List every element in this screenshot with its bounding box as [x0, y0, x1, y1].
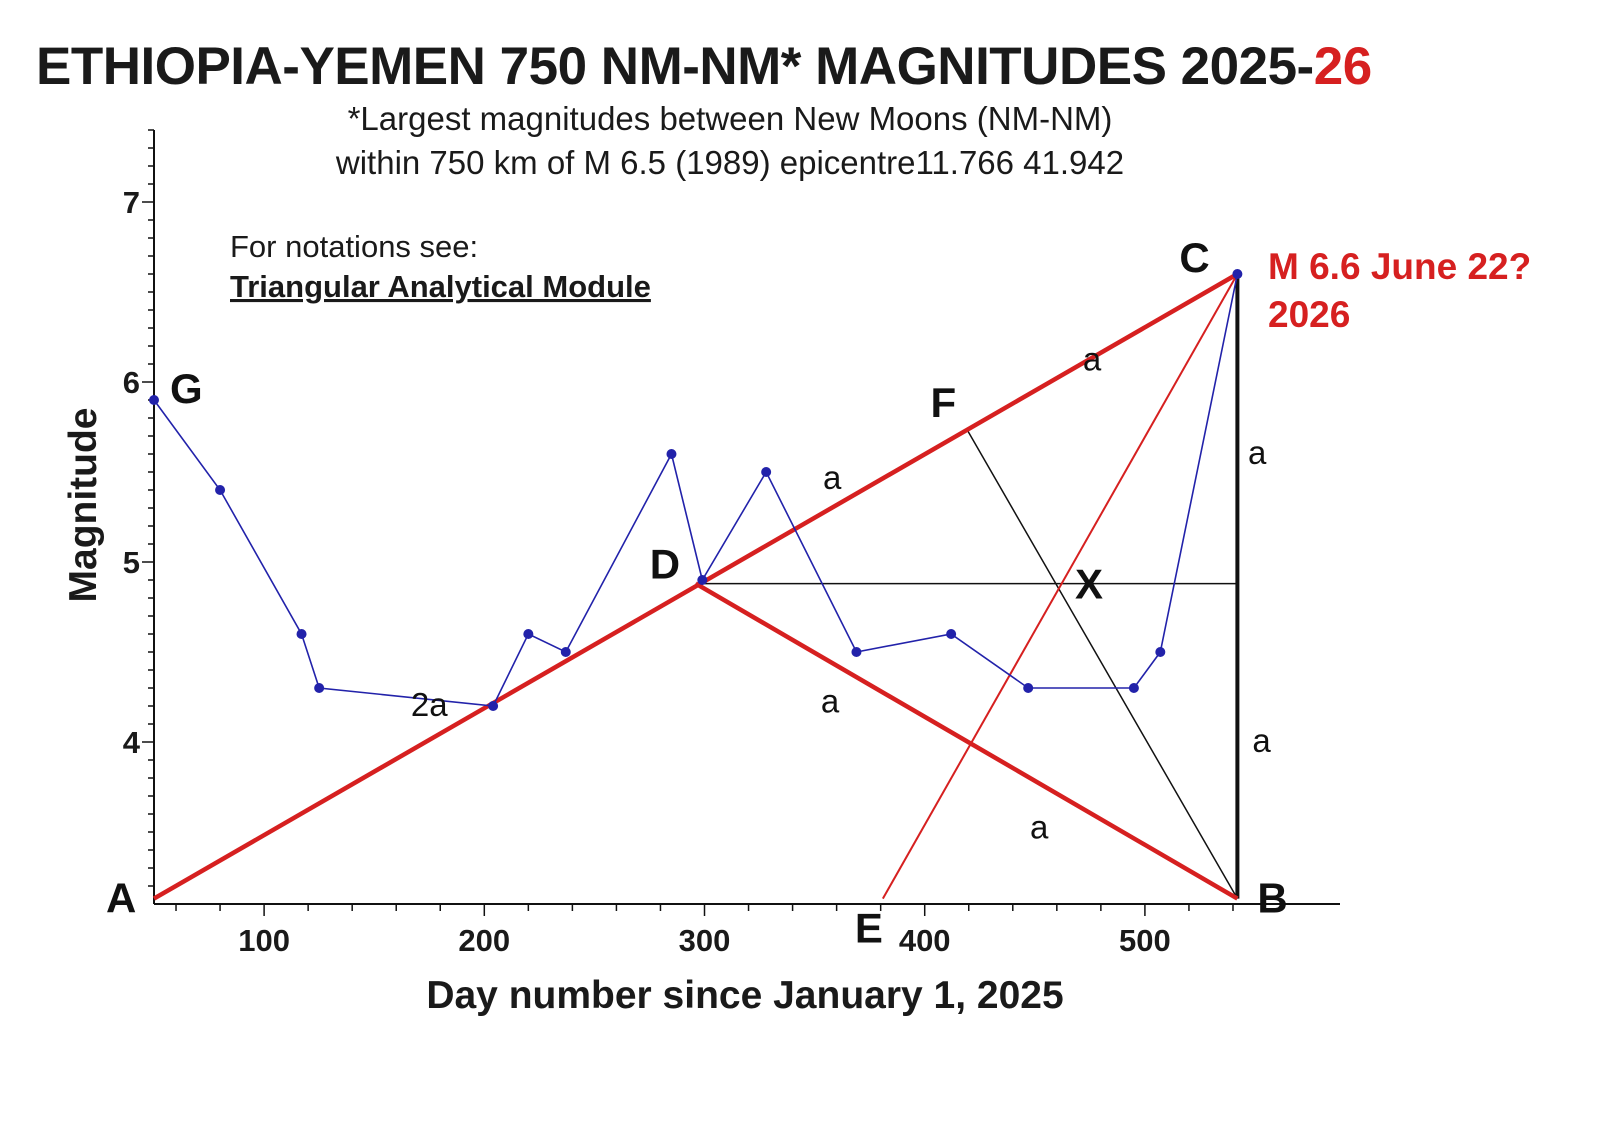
data-point: [1023, 683, 1034, 693]
data-point: [1232, 269, 1243, 279]
data-point: [851, 647, 862, 657]
series-layer: [149, 269, 1243, 711]
x-tick-label: 500: [1119, 923, 1171, 958]
series-line: [153, 273, 1239, 707]
y-tick-label: 5: [123, 545, 140, 580]
segment-label: a: [1083, 340, 1102, 377]
data-point: [1128, 683, 1139, 693]
labels-layer: A B C D E F G X 2a a a a a a a M 6.6 June 22? 2026: [106, 234, 1531, 952]
data-point: [523, 629, 534, 639]
point-label-e: E: [855, 905, 883, 952]
data-point: [697, 575, 708, 585]
notes-link[interactable]: Triangular Analytical Module: [230, 269, 651, 304]
data-point: [215, 485, 226, 495]
data-point: [296, 629, 307, 639]
forecast-annotation-line-2: 2026: [1268, 294, 1350, 335]
data-point: [1155, 647, 1166, 657]
point-label-f: F: [931, 379, 957, 426]
notes-line-1: For notations see:: [230, 229, 478, 264]
subtitle-line-1: *Largest magnitudes between New Moons (N…: [347, 100, 1113, 137]
point-label-x: X: [1075, 561, 1103, 608]
data-point: [666, 449, 677, 459]
chart-title-accent: 26: [1313, 37, 1372, 96]
data-point: [314, 683, 325, 693]
point-label-a: A: [106, 875, 136, 922]
x-tick-label: 200: [458, 923, 510, 958]
x-tick-label: 300: [679, 923, 731, 958]
data-point: [149, 395, 159, 405]
y-axis-title: Magnitude: [62, 408, 105, 603]
line-a-c: [152, 272, 1239, 901]
construction-lines-layer: [152, 272, 1240, 901]
axes-layer: 100 200 300 400 500 4 5 6 7 Day number since Janu…: [62, 129, 1340, 1017]
point-label-b: B: [1257, 875, 1287, 922]
segment-label: 2a: [411, 686, 448, 723]
x-axis-title: Day number since January 1, 2025: [426, 974, 1063, 1017]
chart-title-main: ETHIOPIA-YEMEN 750 NM-NM* MAGNITUDES 202…: [36, 37, 1314, 96]
chart-title: ETHIOPIA-YEMEN 750 NM-NM* MAGNITUDES 202…: [36, 36, 1372, 97]
segment-label: a: [1248, 434, 1267, 471]
line-d-b: [694, 581, 1239, 901]
data-point: [761, 467, 772, 477]
data-point: [560, 647, 571, 657]
point-label-g: G: [170, 365, 203, 412]
segment-label: a: [1252, 722, 1271, 759]
line-f-b: [965, 428, 1239, 899]
point-label-c: C: [1179, 234, 1209, 281]
forecast-annotation-line-1: M 6.6 June 22?: [1268, 246, 1531, 287]
y-tick-label: 4: [123, 725, 141, 760]
line-e-c: [881, 273, 1239, 900]
subtitle-line-2: within 750 km of M 6.5 (1989) epicentre1…: [335, 144, 1125, 181]
y-tick-label: 7: [123, 185, 140, 220]
data-point: [488, 701, 499, 711]
point-label-d: D: [650, 541, 680, 588]
data-point: [946, 629, 957, 639]
segment-label: a: [1030, 808, 1049, 845]
segment-label: a: [821, 682, 840, 719]
x-tick-label: 100: [238, 923, 290, 958]
x-tick-label: 400: [899, 923, 951, 958]
y-tick-label: 6: [123, 365, 140, 400]
segment-label: a: [823, 459, 842, 496]
